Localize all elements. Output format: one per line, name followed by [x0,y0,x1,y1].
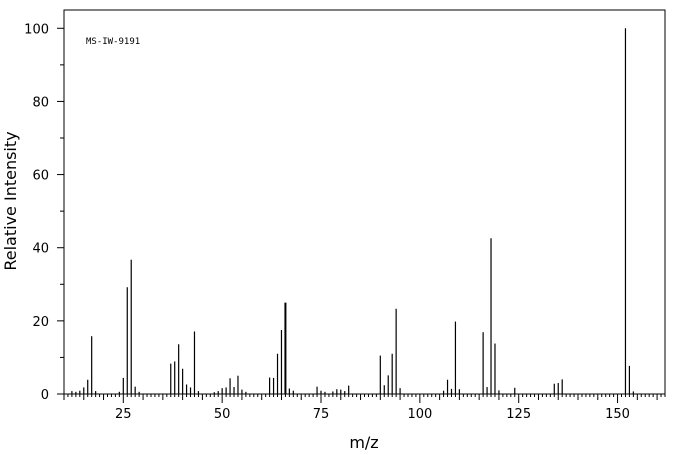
x-tick-label: 100 [407,407,432,422]
x-tick-label: 125 [506,407,531,422]
y-axis-title: Relative Intensity [1,131,20,270]
plot-frame [63,9,666,395]
y-tick-label: 0 [41,388,49,403]
peaks [71,28,634,394]
x-tick-label: 75 [313,407,330,422]
y-tick-label: 60 [32,169,49,184]
x-tick-labels: 25 50 75 100 125 150 [115,407,630,422]
y-tick-label: 40 [32,242,49,257]
x-axis-title: m/z [349,433,378,452]
minor-ticks [63,394,666,400]
x-tick-label: 150 [605,407,630,422]
major-ticks [122,394,619,403]
y-tick-label: 100 [24,22,49,37]
y-tick-label: 20 [32,315,49,330]
x-tick-label: 50 [214,407,231,422]
x-tick-label: 25 [115,407,132,422]
y-tick-labels: 0 20 40 60 80 100 [24,22,49,403]
y-ticks [57,27,64,395]
spectrum-id-annotation: MS-IW-9191 [86,37,140,47]
y-tick-label: 80 [32,95,49,110]
